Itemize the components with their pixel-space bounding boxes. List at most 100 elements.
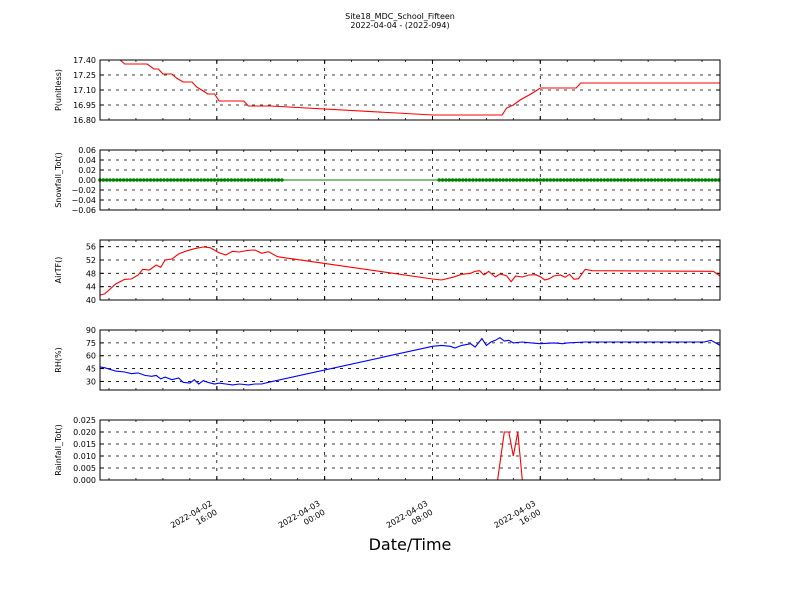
data-point — [206, 178, 210, 182]
y-tick-label: 60 — [86, 352, 96, 361]
data-point — [710, 178, 714, 182]
data-point — [111, 178, 116, 182]
data-point — [226, 178, 230, 182]
data-point — [142, 178, 146, 182]
y-tick-label: 44 — [86, 283, 96, 292]
data-point — [545, 178, 549, 182]
panel-frame — [99, 59, 721, 121]
data-point — [179, 178, 183, 182]
y-tick-label: 17.25 — [73, 71, 96, 80]
data-point — [585, 178, 590, 182]
data-point — [125, 178, 129, 182]
data-point — [690, 178, 694, 182]
data-point — [636, 178, 640, 182]
data-point — [491, 178, 495, 182]
data-point — [273, 178, 278, 182]
y-tick-label: 0.00 — [78, 176, 96, 185]
y-tick-label: 0.020 — [73, 428, 96, 437]
data-point — [239, 178, 244, 182]
data-point — [121, 178, 126, 182]
data-point — [713, 178, 718, 182]
data-point — [437, 178, 442, 182]
x-tick-label: 2022-04-0316:00 — [493, 499, 543, 539]
data-point — [222, 178, 227, 182]
x-tick-label: 2022-04-0308:00 — [385, 499, 435, 539]
data-point — [474, 178, 479, 182]
chart-title-block: Site18_MDC_School_Fifteen 2022-04-04 - (… — [0, 12, 800, 30]
data-point — [501, 178, 506, 182]
data-point — [484, 178, 489, 182]
data-point — [246, 178, 251, 182]
y-tick-label: 16.80 — [73, 116, 96, 125]
data-point — [642, 178, 647, 182]
data-point — [504, 178, 509, 182]
data-point — [528, 178, 532, 182]
data-point — [263, 178, 267, 182]
data-point — [518, 178, 522, 182]
data-point — [548, 178, 553, 182]
data-point — [165, 178, 170, 182]
data-point — [115, 178, 119, 182]
data-point — [525, 178, 529, 182]
y-tick-label: 75 — [86, 339, 96, 348]
data-point — [646, 178, 650, 182]
data-point — [101, 178, 106, 182]
data-point — [605, 178, 610, 182]
data-point — [680, 178, 684, 182]
y-tick-label: 0.02 — [78, 166, 96, 175]
data-point — [104, 178, 109, 182]
y-tick-label: 16.95 — [73, 101, 96, 110]
data-point — [686, 178, 691, 182]
data-point — [626, 178, 630, 182]
data-point — [168, 178, 173, 182]
y-tick-label: 17.10 — [73, 86, 96, 95]
data-point — [447, 178, 452, 182]
data-point — [663, 178, 667, 182]
y-axis-label: AirTF() — [54, 257, 63, 284]
data-point — [498, 178, 502, 182]
data-point — [673, 178, 677, 182]
data-point — [541, 178, 546, 182]
y-axis-label: P(unitless) — [54, 69, 63, 111]
y-tick-label: 0.015 — [73, 440, 96, 449]
data-point — [531, 178, 536, 182]
data-point — [216, 178, 220, 182]
series-line — [99, 337, 721, 386]
data-point — [703, 178, 708, 182]
y-tick-label: 52 — [86, 256, 96, 265]
data-point — [494, 178, 499, 182]
data-point — [669, 178, 674, 182]
data-point — [551, 178, 556, 182]
data-point — [185, 178, 190, 182]
data-point — [477, 178, 482, 182]
data-point — [558, 178, 563, 182]
panel-frame — [99, 419, 721, 481]
data-point — [700, 178, 704, 182]
data-point — [108, 178, 112, 182]
data-point — [595, 178, 600, 182]
chart-title: Site18_MDC_School_Fifteen — [345, 12, 455, 21]
data-point — [589, 178, 593, 182]
y-tick-label: −0.02 — [71, 186, 96, 195]
data-point — [622, 178, 627, 182]
x-axis-label: Date/Time — [369, 535, 452, 554]
data-point — [592, 178, 597, 182]
data-point — [653, 178, 657, 182]
data-point — [229, 178, 234, 182]
data-point — [266, 178, 271, 182]
data-point — [508, 178, 512, 182]
data-point — [609, 178, 613, 182]
data-point — [182, 178, 187, 182]
data-point — [639, 178, 644, 182]
series-line — [100, 59, 720, 116]
data-point — [145, 178, 149, 182]
data-point — [487, 178, 492, 182]
data-point — [276, 178, 281, 182]
data-point — [457, 178, 462, 182]
data-point — [236, 178, 240, 182]
data-point — [460, 178, 465, 182]
data-point — [535, 178, 539, 182]
y-tick-label: 0.005 — [73, 464, 96, 473]
data-point — [118, 178, 123, 182]
